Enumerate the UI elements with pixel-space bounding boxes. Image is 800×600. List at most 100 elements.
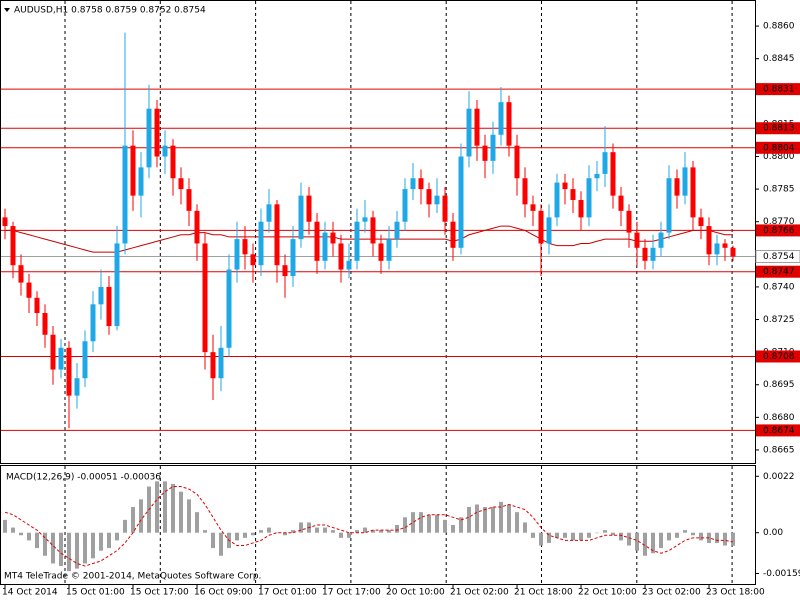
candle-body xyxy=(394,221,400,240)
macd-histogram-bar xyxy=(683,530,687,533)
candle-body xyxy=(154,108,160,157)
candle-body xyxy=(482,145,488,161)
macd-histogram-bar xyxy=(643,532,647,556)
macd-signal-line xyxy=(4,486,734,567)
candle-body xyxy=(434,195,440,205)
macd-histogram-bar xyxy=(659,532,663,549)
macd-histogram-bar xyxy=(139,499,143,533)
macd-histogram-bar xyxy=(651,532,655,554)
level-label: 0.8813 xyxy=(763,124,795,134)
candle-body xyxy=(338,243,344,270)
candle-body xyxy=(498,102,504,135)
macd-histogram-bar xyxy=(355,530,359,533)
macd-histogram-bar xyxy=(235,532,239,541)
menu-triangle[interactable] xyxy=(4,8,10,12)
x-tick-label: 22 Oct 10:00 xyxy=(578,588,637,598)
macd-histogram-bar xyxy=(195,512,199,533)
macd-histogram-bar xyxy=(19,532,23,536)
macd-histogram-bar xyxy=(75,532,79,569)
macd-histogram-bar xyxy=(323,527,327,533)
macd-histogram-bar xyxy=(427,514,431,533)
candle-body xyxy=(610,152,616,196)
x-tick-label: 17 Oct 17:00 xyxy=(322,588,381,598)
candle-body xyxy=(2,217,8,227)
candle-body xyxy=(90,304,96,342)
macd-histogram-bar xyxy=(371,530,375,533)
level-label-box xyxy=(756,350,800,363)
candle-body xyxy=(106,286,112,327)
macd-histogram-bar xyxy=(163,481,167,533)
candle-body xyxy=(594,173,600,179)
macd-histogram-bar xyxy=(363,527,367,533)
chart-title: AUDUSD,H1 0.8758 0.8759 0.8752 0.8754 xyxy=(14,6,206,16)
macd-histogram-bar xyxy=(43,532,47,556)
macd-histogram-bar xyxy=(275,532,279,534)
candle-body xyxy=(250,254,256,266)
macd-histogram-bar xyxy=(555,532,559,538)
macd-histogram-bar xyxy=(459,517,463,533)
y-tick-label: 0.8680 xyxy=(763,413,795,423)
macd-histogram-bar xyxy=(595,532,599,534)
candle-body xyxy=(18,265,24,283)
level-label-box xyxy=(756,141,800,154)
macd-histogram-bar xyxy=(3,519,7,533)
macd-histogram-bar xyxy=(539,532,543,546)
candle-body xyxy=(522,178,528,205)
macd-histogram-bar xyxy=(83,532,87,564)
candle-body xyxy=(562,182,568,190)
candle-body xyxy=(10,226,16,266)
macd-histogram-bar xyxy=(619,532,623,541)
x-tick-label: 15 Oct 01:00 xyxy=(66,588,125,598)
candle-body xyxy=(450,221,456,248)
macd-histogram-bar xyxy=(587,532,591,538)
macd-histogram-bar xyxy=(483,507,487,533)
candle-body xyxy=(666,178,672,233)
macd-histogram-bar xyxy=(547,532,551,543)
candle-body xyxy=(602,152,608,174)
macd-histogram-bar xyxy=(131,507,135,533)
candle-body xyxy=(178,178,184,190)
candle-body xyxy=(258,221,264,266)
macd-histogram-bar xyxy=(11,527,15,533)
y-tick-label: 0.8740 xyxy=(763,282,795,292)
x-tick-label: 21 Oct 02:00 xyxy=(450,588,509,598)
level-label: 0.8831 xyxy=(763,85,795,95)
candle-body xyxy=(130,145,136,196)
candle-body xyxy=(66,347,72,396)
level-label: 0.8766 xyxy=(763,226,795,236)
candle-body xyxy=(34,297,40,314)
candle-body xyxy=(26,282,32,298)
level-label: 0.8674 xyxy=(763,426,795,436)
candle-body xyxy=(242,239,248,255)
macd-y-tick-label: 0.00 xyxy=(763,528,783,538)
x-tick-label: 16 Oct 09:00 xyxy=(194,588,253,598)
macd-histogram-bar xyxy=(523,522,527,533)
candle-body xyxy=(346,260,352,270)
candle-body xyxy=(490,134,496,161)
candle-body xyxy=(706,226,712,255)
candle-body xyxy=(378,243,384,261)
macd-panel-border xyxy=(0,465,756,585)
macd-histogram-bar xyxy=(107,532,111,549)
candle-body xyxy=(122,145,128,244)
candle-body xyxy=(626,210,632,233)
level-label: 0.8804 xyxy=(763,143,795,153)
candle-body xyxy=(682,167,688,196)
macd-histogram-bar xyxy=(379,530,383,533)
candle-body xyxy=(274,204,280,266)
macd-histogram-bar xyxy=(467,507,471,533)
level-label: 0.8747 xyxy=(763,267,795,277)
candle-body xyxy=(658,232,664,248)
macd-histogram-bar xyxy=(387,530,391,533)
candle-body xyxy=(418,178,424,190)
x-tick-label: 15 Oct 17:00 xyxy=(130,588,189,598)
candle-body xyxy=(466,108,472,157)
y-tick-label: 0.8665 xyxy=(763,445,795,455)
candle-body xyxy=(202,243,208,353)
macd-histogram-bar xyxy=(451,525,455,533)
candle-body xyxy=(290,239,296,277)
y-tick-label: 0.8860 xyxy=(763,22,795,32)
candle-body xyxy=(506,102,512,146)
macd-y-tick-label: 0.0022 xyxy=(763,472,795,482)
